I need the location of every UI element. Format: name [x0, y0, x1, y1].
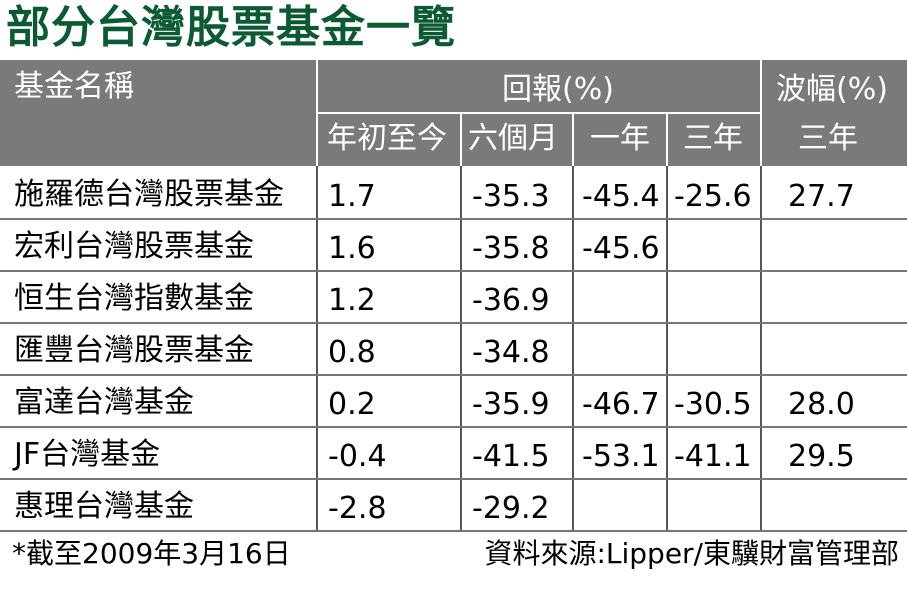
header-divider: [460, 112, 462, 166]
column-divider: [572, 166, 574, 532]
row-divider: [0, 270, 907, 272]
one-year-value: -45.4: [582, 179, 660, 214]
header-returns: 回報(%): [502, 72, 614, 107]
header-three-years: 三年: [683, 121, 743, 156]
ytd-value: 0.2: [328, 387, 376, 422]
header-divider: [760, 60, 762, 166]
six-month-value: -34.8: [472, 335, 550, 370]
date-note: *截至2009年3月16日: [12, 537, 291, 570]
ytd-value: 1.7: [328, 179, 376, 214]
row-divider: [0, 426, 907, 428]
row-divider: [0, 218, 907, 220]
column-divider: [760, 166, 762, 532]
ytd-value: -0.4: [328, 439, 387, 474]
ytd-value: 0.8: [328, 335, 376, 370]
six-month-value: -35.3: [472, 179, 550, 214]
ytd-value: 1.2: [328, 283, 376, 318]
row-divider: [0, 478, 907, 480]
header-ytd: 年初至今: [327, 121, 447, 156]
header-vol-three-years: 三年: [798, 121, 858, 156]
column-divider: [666, 166, 668, 532]
ytd-value: -2.8: [328, 491, 387, 526]
fund-name: 施羅德台灣股票基金: [14, 177, 284, 212]
fund-name: 宏利台灣股票基金: [14, 229, 254, 264]
fund-name: 富達台灣基金: [14, 385, 194, 420]
three-year-value: -30.5: [674, 387, 752, 422]
header-divider: [316, 112, 760, 114]
one-year-value: -45.6: [582, 231, 660, 266]
row-divider: [0, 374, 907, 376]
header-volatility: 波幅(%): [776, 72, 888, 107]
row-divider: [0, 530, 907, 532]
volatility-value: 28.0: [788, 387, 855, 422]
fund-name: JF台灣基金: [14, 437, 161, 472]
one-year-value: -46.7: [582, 387, 660, 422]
header-divider: [666, 112, 668, 166]
ytd-value: 1.6: [328, 231, 376, 266]
fund-name: 恒生台灣指數基金: [14, 281, 254, 316]
six-month-value: -36.9: [472, 283, 550, 318]
three-year-value: -25.6: [674, 179, 752, 214]
header-fund-name: 基金名稱: [14, 69, 134, 104]
fund-name: 匯豐台灣股票基金: [14, 333, 254, 368]
six-month-value: -35.9: [472, 387, 550, 422]
fund-name: 惠理台灣基金: [14, 489, 194, 524]
column-divider: [316, 166, 318, 532]
three-year-value: -41.1: [674, 439, 752, 474]
source-note: 資料來源:Lipper/東驥財富管理部: [484, 537, 899, 570]
row-divider: [0, 322, 907, 324]
six-month-value: -35.8: [472, 231, 550, 266]
header-one-year: 一年: [590, 121, 650, 156]
header-six-months: 六個月: [468, 121, 558, 156]
volatility-value: 29.5: [788, 439, 855, 474]
column-divider: [460, 166, 462, 532]
header-divider: [572, 112, 574, 166]
six-month-value: -41.5: [472, 439, 550, 474]
page-title: 部分台灣股票基金一覽: [6, 2, 456, 53]
one-year-value: -53.1: [582, 439, 660, 474]
volatility-value: 27.7: [788, 179, 855, 214]
six-month-value: -29.2: [472, 491, 550, 526]
